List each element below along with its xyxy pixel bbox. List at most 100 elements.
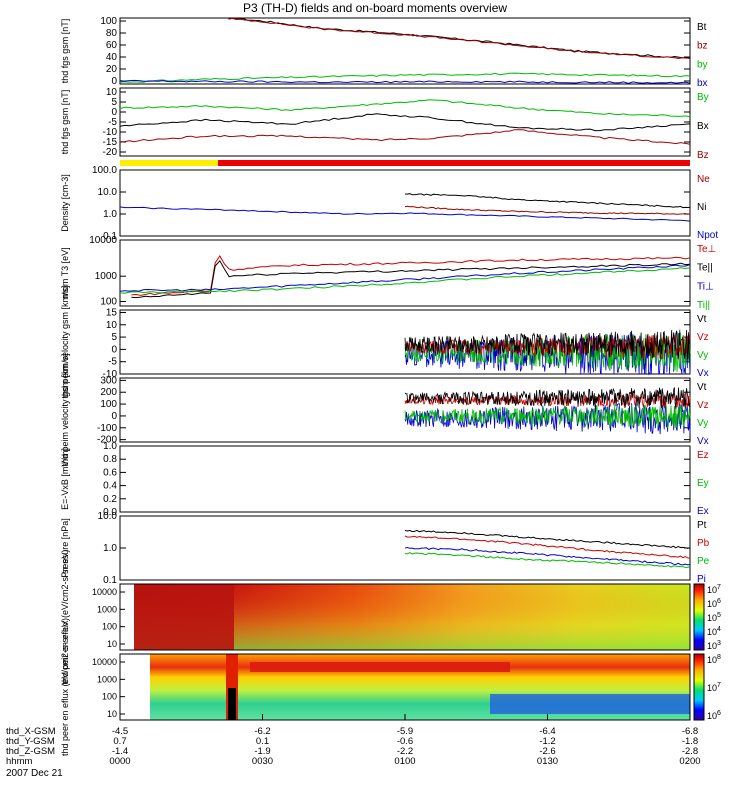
axis-row-label-1: thd_Y-GSM [6,736,55,747]
axis-row-value-3-3: 0130 [537,756,558,767]
legend-p7-1: Ey [697,478,709,489]
axis-row-value-1-4: -1.8 [682,736,698,747]
panel-p3: Density [cm-3] 100.0 10.0 1.0 0.1 Ne Ni Npot [60,165,718,242]
axis-row-value-2-1: -1.9 [254,746,270,757]
legend-p5-0: Vt [697,314,707,325]
panel-p9: thd peir en eflux (eV/cm2-s-sr-eV) 10000 1… [60,549,721,684]
ytick-label-p1-1: 80 [106,28,118,39]
ylabel-p10: thd peer en eflux (eV/cm2-s-sr-eV) [60,618,70,756]
colorbar-label-p9-3: 104 [707,626,721,637]
ytick-label-p10-1: 1000 [97,674,117,684]
axis-row-value-0-3: -6.4 [539,726,555,737]
ytick-label-p2-2: 0 [111,107,117,118]
legend-p4-1: Te|| [697,263,713,274]
time-axis: thd_X-GSM -4.5 -6.2 -5.9 -6.4 -6.8 thd_Y-GSM 0.… [6,714,701,767]
ylabel-p2: thd fgs gsm [nT] [60,90,70,155]
axis-row-value-3-0: 0000 [109,756,130,767]
legend-p6-0: Vt [697,382,707,393]
legend-p2-0: By [697,92,709,103]
series-p4-Te⊥ [131,255,691,296]
legend-p4-3: Ti|| [697,300,710,311]
axis-row-label-0: thd_X-GSM [6,726,56,737]
ytick-label-p3-0: 100.0 [92,165,117,176]
axis-row-value-2-3: -2.6 [539,746,555,757]
series-p1-by [119,72,691,83]
ytick-label-p4-2: 100 [100,296,117,307]
ylabel-p7: E=-VxB [mV/m] [60,448,70,510]
series-p1-bx [119,79,691,84]
panel-p4: mom T3 [eV] 10000 1000 100 Te⊥ Te|| Ti⊥ Ti|| [60,235,716,311]
legend-p3-2: Npot [697,230,718,241]
series-p4-Ti|| [119,267,691,294]
series-p6-Vy [404,404,691,429]
ytick-label-p7-1: 0.8 [103,454,117,465]
axis-row-label-3: hhmm [6,756,32,767]
ytick-label-p1-0: 100 [100,16,117,27]
axis-row-value-0-1: -6.2 [254,726,270,737]
colorbar-label-p9-1: 106 [707,598,721,609]
ytick-label-p6-1: 200 [100,387,117,398]
ytick-label-p5-3: 0 [111,344,117,355]
legend-p5-1: Vz [697,332,709,343]
ytick-label-p5-1: 10 [106,320,118,331]
frame-p9 [119,583,691,651]
frame-p7 [119,445,691,513]
legend-p8-1: Pb [697,538,710,549]
legend-p3-0: Ne [697,174,710,185]
ytick-label-p7-0: 1.0 [103,441,117,452]
ytick-label-p5-4: -5 [108,357,117,368]
ytick-label-p2-4: -10 [103,127,118,138]
heatmap-band-p9 [134,584,234,650]
legend-p1-0: Bt [697,22,707,33]
colorbar-label-p10-2: 106 [707,710,721,721]
axis-row-value-3-1: 0030 [252,756,273,767]
legend-p2-2: Bz [697,150,709,161]
legend-p8-2: Pe [697,556,710,567]
axis-row-value-1-2: -0.6 [397,736,413,747]
mode-bar-slow [120,160,218,166]
ytick-label-p4-1: 1000 [95,271,118,282]
series-p5-Vz [404,334,691,361]
ytick-label-p7-2: 0.6 [103,467,117,478]
panel-p10: thd peer en eflux (eV/cm2-s-sr-eV) 10000 1… [60,618,721,756]
ytick-label-p6-2: 100 [100,399,117,410]
series-p3-Ne [404,205,691,215]
series-p4-Ti⊥ [119,264,691,292]
legend-p6-2: Vy [697,418,708,429]
ytick-label-p7-5: 0.0 [103,507,117,518]
series-p3-Ni [404,193,691,209]
ylabel-p4: mom T3 [eV] [60,247,70,298]
ylabel-p8: Pressure [nPa] [60,518,70,578]
ytick-label-p10-2: 100 [102,692,117,702]
series-p8-Pb [404,535,691,559]
ylabel-p1: thd fgs gsm [nT] [60,19,70,84]
ytick-label-p8-1: 1.0 [103,543,117,554]
axis-row-value-0-0: -4.5 [112,726,128,737]
panel-p7: E=-VxB [mV/m] 1.0 0.8 0.6 0.4 0.2 0.0 Ez Ey Ex [60,441,709,518]
ytick-label-p7-4: 0.2 [103,494,117,505]
axis-row-value-0-2: -5.9 [397,726,413,737]
colorbar-p9 [693,583,705,651]
axis-row-value-0-4: -6.8 [682,726,698,737]
ytick-label-p3-1: 10.0 [98,187,118,198]
series-p2-Bx [119,113,691,132]
axis-row-value-2-4: -2.8 [682,746,698,757]
legend-p3-1: Ni [697,202,706,213]
series-p8-Pe [404,552,691,568]
frame-p5 [119,309,691,375]
ytick-label-p2-5: -15 [103,137,118,148]
series-p4-Te|| [131,259,691,299]
frame-p4 [119,239,691,307]
ytick-label-p5-0: 15 [106,307,118,318]
ytick-label-p3-3: 0.1 [103,231,117,242]
legend-p7-0: Ez [697,450,709,461]
legend-p4-0: Te⊥ [697,244,716,255]
ytick-label-p10-3: 10 [107,709,117,719]
legend-p8-0: Pt [697,520,707,531]
date-label: 2007 Dec 21 [6,768,63,779]
frame-p1 [119,17,691,85]
series-p2-Bz [119,129,691,145]
axis-row-value-1-0: 0.7 [113,736,126,747]
ytick-label-p10-0: 10000 [92,657,117,667]
legend-p5-2: Vy [697,350,708,361]
